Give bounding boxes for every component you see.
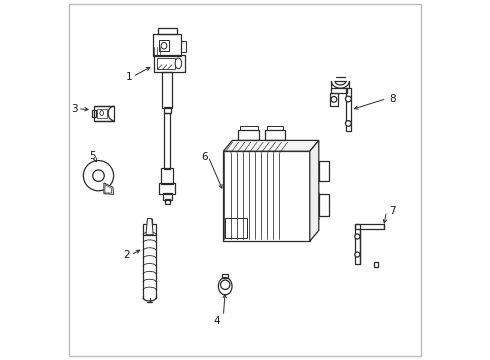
Bar: [159, 40, 170, 51]
Ellipse shape: [161, 42, 167, 49]
Bar: [267, 126, 283, 130]
Text: 6: 6: [201, 152, 208, 162]
Circle shape: [355, 234, 360, 239]
Circle shape: [345, 121, 351, 126]
Text: 7: 7: [389, 206, 395, 216]
Bar: [153, 34, 181, 56]
Text: 3: 3: [71, 104, 77, 114]
Text: 1: 1: [125, 72, 132, 82]
Bar: [331, 88, 346, 93]
Circle shape: [331, 96, 337, 102]
Bar: [163, 193, 172, 200]
Bar: [355, 224, 360, 264]
Text: 4: 4: [214, 316, 220, 326]
Bar: [157, 58, 175, 69]
Bar: [147, 219, 152, 225]
Text: 5: 5: [90, 150, 96, 161]
Bar: [265, 130, 285, 140]
Bar: [222, 274, 228, 278]
Circle shape: [220, 280, 230, 289]
Bar: [164, 107, 171, 113]
Bar: [159, 183, 175, 194]
Bar: [162, 168, 173, 184]
Bar: [330, 93, 338, 106]
Polygon shape: [223, 140, 319, 151]
Bar: [225, 218, 247, 238]
Ellipse shape: [219, 278, 232, 295]
Polygon shape: [146, 219, 153, 235]
Circle shape: [355, 252, 360, 257]
Bar: [164, 113, 170, 169]
Text: 8: 8: [389, 94, 395, 104]
Text: 2: 2: [123, 250, 130, 260]
Ellipse shape: [175, 58, 182, 69]
Polygon shape: [104, 183, 114, 194]
Bar: [143, 224, 156, 235]
Bar: [238, 130, 259, 140]
Bar: [346, 88, 351, 131]
Bar: [92, 110, 97, 117]
Bar: [223, 151, 310, 241]
Bar: [319, 194, 329, 216]
Bar: [94, 106, 114, 121]
Bar: [355, 224, 384, 229]
Bar: [181, 41, 186, 52]
Circle shape: [345, 96, 351, 102]
Bar: [154, 55, 185, 72]
Polygon shape: [105, 185, 111, 193]
Polygon shape: [310, 140, 319, 241]
Ellipse shape: [100, 111, 103, 116]
Bar: [374, 262, 378, 267]
Bar: [165, 199, 170, 204]
Bar: [319, 161, 329, 181]
Bar: [162, 72, 172, 108]
Bar: [97, 109, 107, 118]
Bar: [240, 126, 258, 130]
Bar: [158, 28, 176, 34]
